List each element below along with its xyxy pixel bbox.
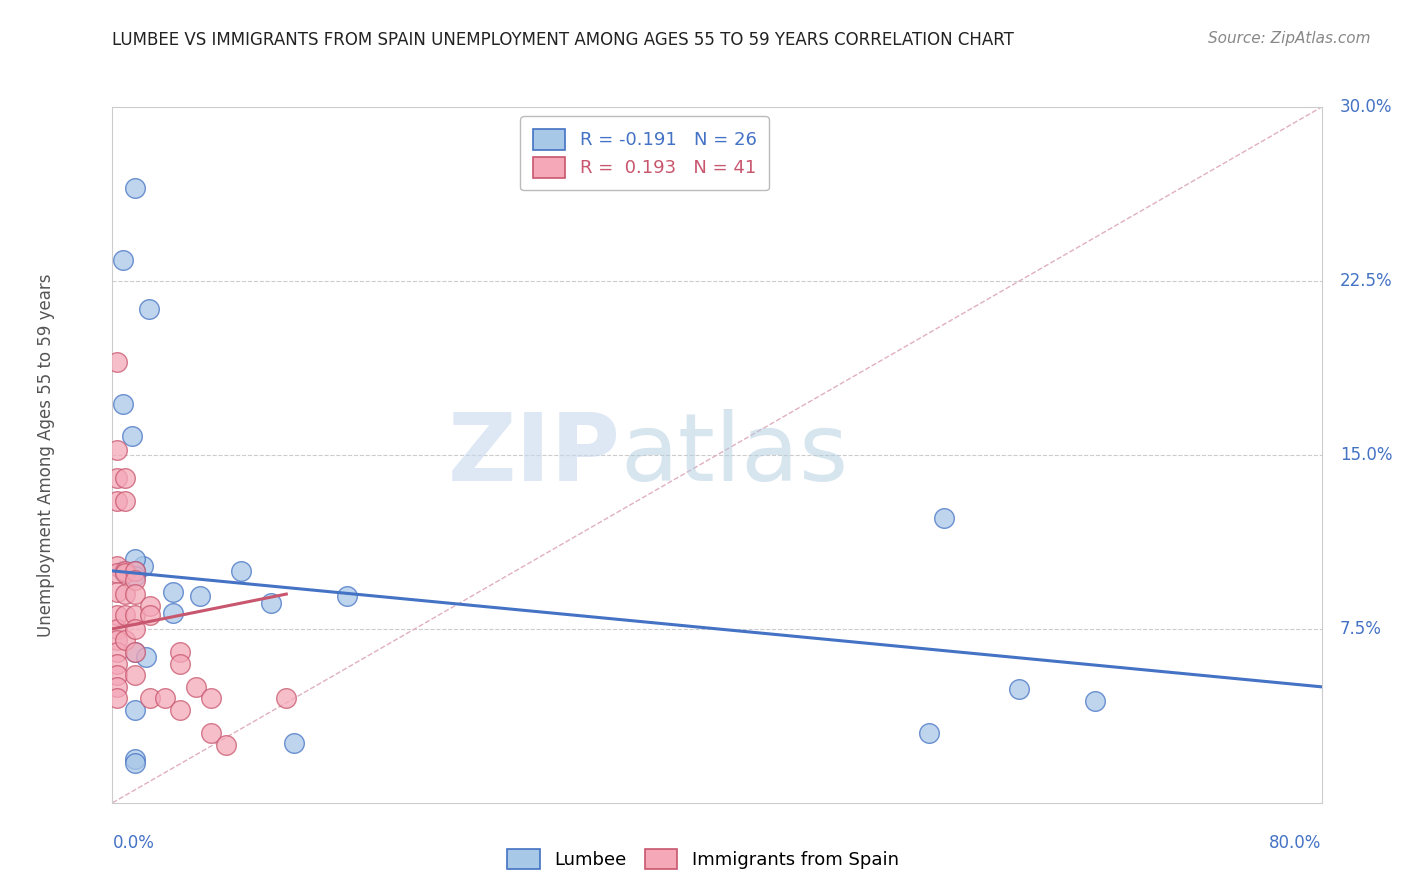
Point	[105, 566, 128, 581]
Point	[229, 564, 252, 578]
Point	[124, 587, 146, 601]
Point	[336, 590, 359, 604]
Point	[188, 590, 211, 604]
Point	[276, 691, 298, 706]
Point	[132, 559, 155, 574]
Point	[124, 181, 146, 195]
Text: atlas: atlas	[620, 409, 849, 501]
Point	[155, 691, 177, 706]
Point	[114, 587, 136, 601]
Point	[124, 622, 146, 636]
Point	[932, 510, 955, 524]
Point	[105, 622, 128, 636]
Point	[169, 657, 191, 671]
Point	[260, 596, 283, 610]
Text: Source: ZipAtlas.com: Source: ZipAtlas.com	[1208, 31, 1371, 46]
Point	[169, 645, 191, 659]
Point	[283, 735, 305, 749]
Point	[139, 691, 162, 706]
Text: LUMBEE VS IMMIGRANTS FROM SPAIN UNEMPLOYMENT AMONG AGES 55 TO 59 YEARS CORRELATI: LUMBEE VS IMMIGRANTS FROM SPAIN UNEMPLOY…	[112, 31, 1014, 49]
Point	[162, 606, 184, 620]
Point	[105, 607, 128, 622]
Text: 7.5%: 7.5%	[1340, 620, 1382, 638]
Point	[124, 645, 146, 659]
Point	[105, 494, 128, 508]
Point	[124, 568, 146, 582]
Point	[114, 633, 136, 648]
Point	[105, 633, 128, 648]
Point	[114, 566, 136, 581]
Point	[105, 645, 128, 659]
Point	[114, 564, 136, 578]
Point	[200, 691, 222, 706]
Point	[124, 703, 146, 717]
Point	[1008, 682, 1031, 697]
Point	[105, 584, 128, 599]
Point	[139, 599, 162, 613]
Point	[135, 649, 157, 664]
Point	[105, 471, 128, 485]
Point	[114, 607, 136, 622]
Text: 0.0%: 0.0%	[112, 834, 155, 852]
Point	[124, 552, 146, 566]
Text: 15.0%: 15.0%	[1340, 446, 1392, 464]
Point	[138, 301, 160, 316]
Point	[105, 355, 128, 369]
Text: 22.5%: 22.5%	[1340, 272, 1392, 290]
Point	[105, 680, 128, 694]
Point	[114, 494, 136, 508]
Point	[124, 607, 146, 622]
Point	[124, 668, 146, 682]
Point	[139, 607, 162, 622]
Legend: Lumbee, Immigrants from Spain: Lumbee, Immigrants from Spain	[498, 839, 908, 879]
Point	[184, 680, 207, 694]
Point	[121, 429, 143, 443]
Point	[105, 691, 128, 706]
Point	[162, 584, 184, 599]
Point	[105, 657, 128, 671]
Point	[200, 726, 222, 740]
Point	[105, 668, 128, 682]
Point	[112, 564, 135, 578]
Text: 80.0%: 80.0%	[1270, 834, 1322, 852]
Point	[124, 645, 146, 659]
Text: Unemployment Among Ages 55 to 59 years: Unemployment Among Ages 55 to 59 years	[37, 273, 55, 637]
Point	[114, 471, 136, 485]
Point	[169, 703, 191, 717]
Point	[112, 397, 135, 411]
Point	[918, 726, 941, 740]
Point	[215, 738, 238, 752]
Point	[124, 573, 146, 587]
Point	[1084, 694, 1107, 708]
Point	[105, 443, 128, 458]
Text: ZIP: ZIP	[447, 409, 620, 501]
Point	[124, 564, 146, 578]
Point	[124, 564, 146, 578]
Point	[112, 253, 135, 268]
Text: 30.0%: 30.0%	[1340, 98, 1392, 116]
Point	[105, 559, 128, 574]
Point	[124, 752, 146, 766]
Point	[124, 756, 146, 771]
Legend: R = -0.191   N = 26, R =  0.193   N = 41: R = -0.191 N = 26, R = 0.193 N = 41	[520, 116, 769, 190]
